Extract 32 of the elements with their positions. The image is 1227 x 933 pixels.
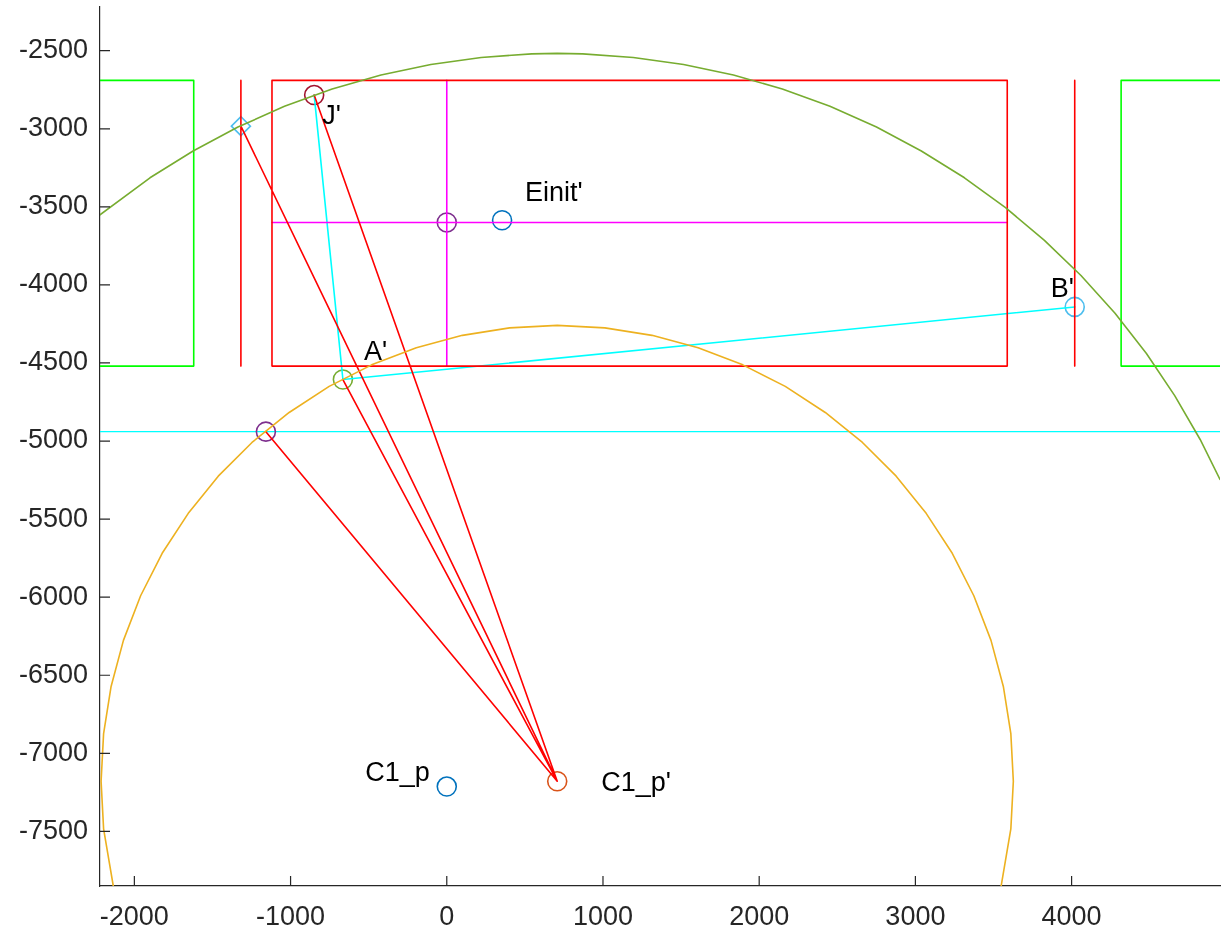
annotation: C1_p'	[601, 766, 671, 797]
y-tick-label: -2500	[18, 34, 88, 65]
annotation: Einit'	[525, 176, 583, 207]
annotation: B'	[1050, 273, 1074, 304]
x-tick-label: 2000	[729, 900, 790, 931]
x-tick-label: -2000	[99, 900, 169, 931]
annotation: A'	[363, 335, 388, 366]
y-tick-label: -5500	[18, 502, 88, 533]
point	[303, 84, 325, 106]
annotation: J'	[322, 99, 341, 130]
x-tick-label: 0	[439, 900, 455, 931]
x-tick-label: 4000	[1041, 900, 1102, 931]
y-tick-label: -7500	[18, 814, 88, 845]
y-tick-label: -5000	[18, 424, 88, 455]
y-tick-label: -3000	[18, 112, 88, 143]
y-tick-label: -4000	[18, 268, 88, 299]
annotation: C1_p	[365, 757, 430, 787]
y-tick-label: -6000	[18, 580, 88, 611]
y-tick-label: -4500	[18, 346, 88, 377]
y-tick-label: -7000	[18, 736, 88, 767]
point	[491, 209, 513, 231]
point	[332, 369, 354, 390]
point	[230, 115, 252, 137]
x-tick-label: -1000	[256, 900, 326, 931]
point	[546, 770, 568, 792]
y-tick-label: -6500	[18, 658, 88, 689]
point	[255, 421, 277, 442]
x-tick-label: 3000	[885, 900, 946, 931]
y-tick-label: -3500	[18, 190, 88, 221]
point	[436, 212, 458, 233]
point	[436, 776, 458, 797]
x-tick-label: 1000	[572, 900, 634, 931]
